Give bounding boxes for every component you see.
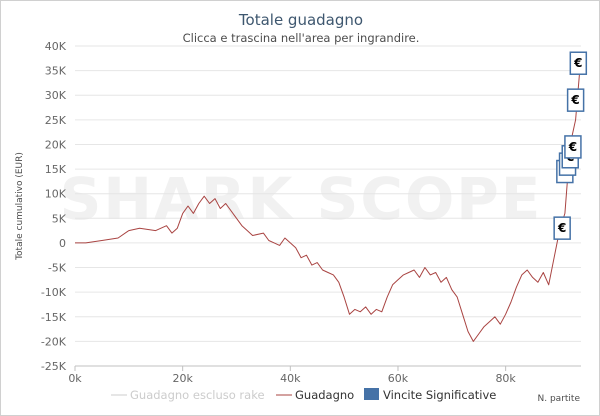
y-tick-label: -25K: [41, 360, 67, 373]
legend[interactable]: Guadagno escluso rake Guadagno Vincite S…: [111, 388, 496, 402]
significant-win-flag[interactable]: €: [553, 216, 571, 240]
y-tick-label: 30K: [45, 89, 67, 102]
significant-win-flag[interactable]: €: [564, 135, 582, 159]
y-tick-label: -15K: [41, 311, 67, 324]
y-tick-label: 15K: [45, 163, 67, 176]
flag-box: [553, 216, 571, 240]
significant-win-flag[interactable]: €: [569, 51, 588, 75]
flag-box: [564, 135, 582, 159]
y-tick-label: 35K: [45, 65, 67, 78]
grid: [75, 45, 581, 367]
flag-label: €: [568, 140, 577, 154]
x-tick-label: 40k: [280, 372, 301, 385]
y-tick-label: -20K: [41, 335, 67, 348]
legend-label-guadagno: Guadagno: [295, 388, 354, 402]
legend-label-vincite-significative: Vincite Significative: [383, 388, 496, 402]
y-tick-label: -10K: [41, 286, 67, 299]
x-tick-label: 20k: [172, 372, 193, 385]
y-tick-label: 0: [59, 237, 66, 250]
flag-label: €: [573, 56, 582, 70]
y-axis-label: Totale cumulativo (EUR): [15, 152, 25, 261]
y-tick-label: 25K: [45, 114, 67, 127]
y-tick-label: 20K: [45, 138, 67, 151]
legend-swatch-vincite-significative: [364, 388, 379, 400]
x-axis-ticks: 0k 20k 40k 60k 80k: [68, 366, 516, 385]
flag-box: [566, 88, 585, 112]
flag-box: [569, 51, 588, 75]
x-tick-label: 0k: [68, 372, 82, 385]
x-tick-label: 60k: [388, 372, 409, 385]
x-tick-label: 80k: [495, 372, 516, 385]
chart-subtitle: Clicca e trascina nell'area per ingrandi…: [183, 31, 420, 45]
series-line-guadagno[interactable]: [75, 55, 582, 342]
legend-item-guadagno[interactable]: Guadagno: [276, 388, 354, 402]
y-tick-label: 10K: [45, 188, 67, 201]
series-layer: [75, 55, 582, 342]
chart-title: Totale guadagno: [238, 11, 363, 29]
legend-item-vincite-significative[interactable]: Vincite Significative: [364, 388, 496, 402]
significant-win-flag[interactable]: €: [566, 88, 585, 112]
flag-label: €: [557, 221, 566, 235]
watermark-text: SHARK SCOPE: [60, 165, 543, 233]
y-axis-ticks: 40K 35K 30K 25K 20K 15K 10K 5K 0 -5K -10K -15K -20K -…: [41, 40, 67, 373]
y-tick-label: -5K: [48, 262, 67, 275]
significant-win-flags[interactable]: €€€€€€€: [553, 51, 588, 240]
legend-item-guadagno-escluso-rake[interactable]: Guadagno escluso rake: [111, 388, 265, 402]
x-axis-label: N. partite: [538, 394, 581, 404]
flag-label: €: [570, 93, 579, 107]
legend-label-guadagno-escluso-rake: Guadagno escluso rake: [130, 388, 265, 402]
y-tick-label: 5K: [52, 212, 67, 225]
y-tick-label: 40K: [45, 40, 67, 53]
